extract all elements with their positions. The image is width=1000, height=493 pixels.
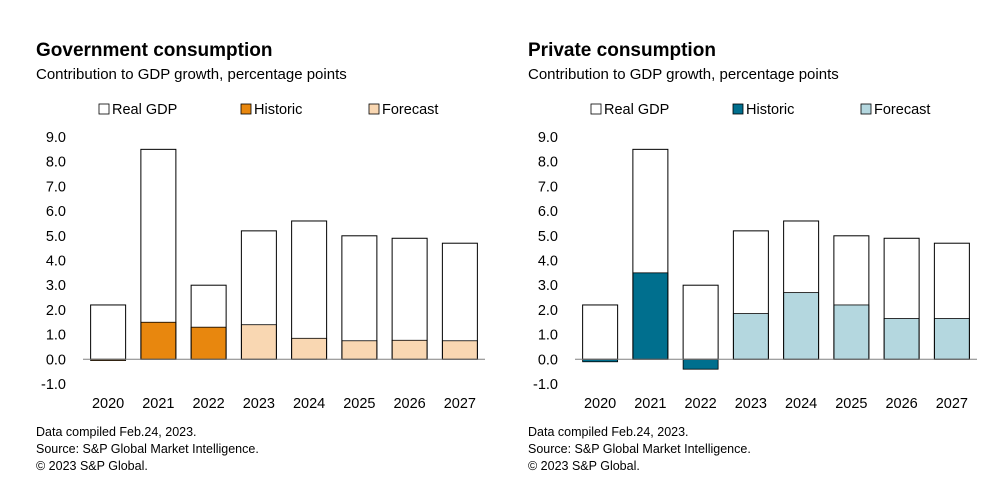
forecast-bar-2024 — [783, 292, 820, 360]
y-tick-label: 3.0 — [46, 278, 66, 294]
historic-bar-2022 — [190, 326, 227, 360]
x-tick-label: 2020 — [92, 396, 124, 412]
chart-subtitle: Contribution to GDP growth, percentage p… — [528, 66, 839, 83]
private-consumption-panel: Private consumption Contribution to GDP … — [492, 0, 982, 493]
real-gdp-bar-2020 — [582, 304, 619, 360]
data-compiled-note: Data compiled Feb.24, 2023. — [36, 425, 197, 439]
forecast-bar-2027 — [441, 340, 478, 360]
y-tick-label: 7.0 — [46, 179, 66, 195]
legend-label-forecast: Forecast — [874, 102, 930, 118]
legend-swatch-forecast — [368, 103, 380, 115]
forecast-bar-2024 — [291, 337, 328, 360]
x-tick-label: 2023 — [243, 396, 275, 412]
y-tick-label: 1.0 — [538, 328, 558, 344]
x-tick-label: 2021 — [634, 396, 666, 412]
legend-label-real-gdp: Real GDP — [112, 102, 177, 118]
y-tick-label: 9.0 — [538, 130, 558, 146]
y-tick-label: 1.0 — [46, 328, 66, 344]
y-tick-label: 0.0 — [538, 352, 558, 368]
y-tick-label: 9.0 — [46, 130, 66, 146]
x-tick-label: 2024 — [293, 396, 325, 412]
government-consumption-panel: Government consumption Contribution to G… — [0, 0, 490, 493]
y-tick-label: 5.0 — [538, 229, 558, 245]
chart-footer: Data compiled Feb.24, 2023. Source: S&P … — [528, 424, 751, 475]
forecast-bar-2025 — [341, 340, 378, 360]
legend-label-real-gdp: Real GDP — [604, 102, 669, 118]
y-tick-label: 4.0 — [46, 254, 66, 270]
legend-swatch-real-gdp — [590, 103, 602, 115]
real-gdp-bar-2022 — [682, 284, 719, 360]
forecast-bar-2026 — [883, 318, 920, 360]
source-note: Source: S&P Global Market Intelligence. — [528, 442, 751, 456]
y-tick-label: 3.0 — [538, 278, 558, 294]
x-tick-label: 2022 — [684, 396, 716, 412]
y-tick-label: 0.0 — [46, 352, 66, 368]
source-note: Source: S&P Global Market Intelligence. — [36, 442, 259, 456]
historic-bar-2022 — [682, 358, 719, 370]
y-tick-label: 8.0 — [538, 155, 558, 171]
legend-swatch-historic — [240, 103, 252, 115]
legend-swatch-real-gdp — [98, 103, 110, 115]
legend-label-historic: Historic — [254, 102, 302, 118]
x-tick-label: 2024 — [785, 396, 817, 412]
copyright-note: © 2023 S&P Global. — [36, 459, 148, 473]
y-tick-label: 2.0 — [46, 303, 66, 319]
x-tick-label: 2027 — [444, 396, 476, 412]
x-tick-label: 2020 — [584, 396, 616, 412]
y-tick-label: 6.0 — [46, 204, 66, 220]
x-tick-label: 2027 — [936, 396, 968, 412]
forecast-bar-2026 — [391, 339, 428, 360]
y-tick-label: 4.0 — [538, 254, 558, 270]
private-consumption-chart: Real GDP Historic Forecast -1.0 0.0 1.0 2.0 3.0… — [533, 102, 977, 412]
x-tick-label: 2025 — [343, 396, 375, 412]
data-compiled-note: Data compiled Feb.24, 2023. — [528, 425, 689, 439]
y-tick-label: -1.0 — [533, 377, 558, 393]
x-tick-label: 2022 — [192, 396, 224, 412]
legend-label-historic: Historic — [746, 102, 794, 118]
y-tick-label: -1.0 — [41, 377, 66, 393]
chart-footer: Data compiled Feb.24, 2023. Source: S&P … — [36, 424, 259, 475]
real-gdp-bar-2020 — [90, 304, 127, 360]
government-consumption-chart: Real GDP Historic Forecast -1.0 0.0 1.0 2.0 3.0… — [41, 102, 485, 412]
x-tick-label: 2026 — [393, 396, 425, 412]
legend-swatch-forecast — [860, 103, 872, 115]
y-tick-label: 6.0 — [538, 204, 558, 220]
x-tick-label: 2021 — [142, 396, 174, 412]
legend-swatch-historic — [732, 103, 744, 115]
chart-subtitle: Contribution to GDP growth, percentage p… — [36, 66, 347, 83]
x-tick-label: 2026 — [885, 396, 917, 412]
y-tick-label: 8.0 — [46, 155, 66, 171]
forecast-bar-2025 — [833, 304, 870, 360]
x-tick-label: 2023 — [735, 396, 767, 412]
chart-title: Private consumption — [528, 40, 716, 61]
y-tick-label: 2.0 — [538, 303, 558, 319]
forecast-bar-2023 — [240, 324, 277, 360]
y-tick-label: 7.0 — [538, 179, 558, 195]
legend-label-forecast: Forecast — [382, 102, 438, 118]
forecast-bar-2023 — [732, 313, 769, 360]
y-tick-label: 5.0 — [46, 229, 66, 245]
copyright-note: © 2023 S&P Global. — [528, 459, 640, 473]
x-tick-label: 2025 — [835, 396, 867, 412]
chart-title: Government consumption — [36, 40, 273, 61]
forecast-bar-2027 — [933, 318, 970, 360]
historic-bar-2021 — [140, 321, 177, 360]
historic-bar-2021 — [632, 272, 669, 360]
